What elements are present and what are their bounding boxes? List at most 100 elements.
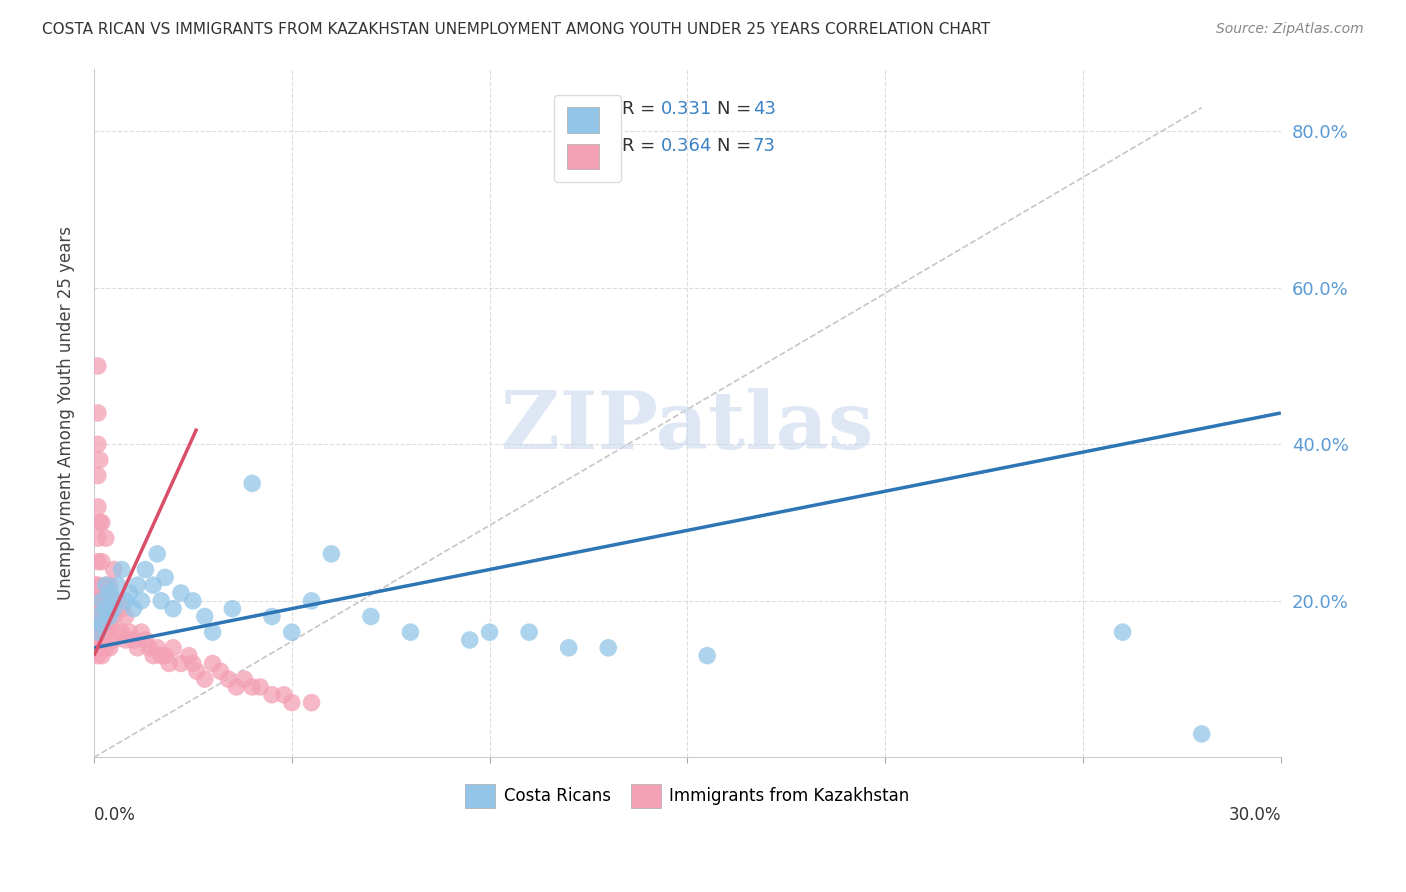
Point <box>87 406 110 420</box>
Point <box>89 453 111 467</box>
Text: 73: 73 <box>752 136 776 154</box>
Point <box>111 601 134 615</box>
Point <box>260 688 283 702</box>
Text: COSTA RICAN VS IMMIGRANTS FROM KAZAKHSTAN UNEMPLOYMENT AMONG YOUTH UNDER 25 YEAR: COSTA RICAN VS IMMIGRANTS FROM KAZAKHSTA… <box>42 22 990 37</box>
Point <box>89 516 111 530</box>
Point <box>194 672 217 686</box>
Point <box>150 648 173 663</box>
Point <box>301 696 323 710</box>
Point <box>90 594 112 608</box>
Point <box>1191 727 1213 741</box>
Point <box>84 609 107 624</box>
Point <box>87 625 110 640</box>
Point <box>138 640 160 655</box>
Text: ZIPatlas: ZIPatlas <box>502 388 873 466</box>
Point <box>87 531 110 545</box>
Point <box>177 648 200 663</box>
Point <box>157 657 180 671</box>
Point <box>98 640 121 655</box>
Point <box>696 648 718 663</box>
Point <box>399 625 422 640</box>
Point <box>87 640 110 655</box>
Point <box>87 617 110 632</box>
Point <box>598 640 620 655</box>
Point <box>87 437 110 451</box>
Point <box>153 648 176 663</box>
Point <box>233 672 256 686</box>
Point <box>153 570 176 584</box>
Point <box>458 632 481 647</box>
Text: 0.0%: 0.0% <box>94 805 136 823</box>
Point <box>281 696 304 710</box>
Point <box>170 586 193 600</box>
Point <box>131 594 153 608</box>
Point <box>84 640 107 655</box>
Point <box>84 578 107 592</box>
Point <box>127 578 149 592</box>
Point <box>94 578 117 592</box>
Point <box>98 578 121 592</box>
Point <box>111 625 134 640</box>
Point <box>84 625 107 640</box>
Point <box>94 625 117 640</box>
Point <box>217 672 239 686</box>
Point <box>87 359 110 373</box>
Point <box>98 617 121 632</box>
Point <box>107 594 129 608</box>
Point <box>273 688 295 702</box>
Y-axis label: Unemployment Among Youth under 25 years: Unemployment Among Youth under 25 years <box>58 226 75 600</box>
Point <box>114 609 136 624</box>
Point <box>87 632 110 647</box>
Point <box>98 586 121 600</box>
Point <box>103 594 125 608</box>
Point <box>94 531 117 545</box>
Text: N =: N = <box>717 100 756 118</box>
Point <box>111 562 134 576</box>
Point <box>162 640 184 655</box>
Point <box>360 609 382 624</box>
Point <box>90 617 112 632</box>
Point <box>90 594 112 608</box>
Point <box>103 609 125 624</box>
Point <box>131 625 153 640</box>
Legend: Costa Ricans, Immigrants from Kazakhstan: Costa Ricans, Immigrants from Kazakhstan <box>458 778 915 814</box>
Point <box>87 609 110 624</box>
Text: 43: 43 <box>752 100 776 118</box>
Point <box>114 632 136 647</box>
Point <box>98 609 121 624</box>
Point <box>321 547 343 561</box>
Text: N =: N = <box>717 136 756 154</box>
Point <box>87 500 110 514</box>
Point <box>94 609 117 624</box>
Point <box>162 601 184 615</box>
Point <box>142 578 165 592</box>
Point <box>209 665 232 679</box>
Point <box>122 632 145 647</box>
Text: Source: ZipAtlas.com: Source: ZipAtlas.com <box>1216 22 1364 37</box>
Point <box>281 625 304 640</box>
Point <box>142 648 165 663</box>
Point <box>90 555 112 569</box>
Point <box>87 648 110 663</box>
Point <box>90 516 112 530</box>
Text: 0.364: 0.364 <box>661 136 713 154</box>
Point <box>87 578 110 592</box>
Point <box>134 632 156 647</box>
Point <box>249 680 271 694</box>
Point <box>107 625 129 640</box>
Point <box>225 680 247 694</box>
Point <box>517 625 540 640</box>
Point <box>122 601 145 615</box>
Text: R =: R = <box>621 136 661 154</box>
Point <box>103 562 125 576</box>
Point <box>240 476 263 491</box>
Point <box>301 594 323 608</box>
Point <box>127 640 149 655</box>
Point <box>170 657 193 671</box>
Text: 0.331: 0.331 <box>661 100 713 118</box>
Point <box>87 625 110 640</box>
Point <box>260 609 283 624</box>
Point <box>87 609 110 624</box>
Point <box>90 617 112 632</box>
Point <box>107 578 129 592</box>
